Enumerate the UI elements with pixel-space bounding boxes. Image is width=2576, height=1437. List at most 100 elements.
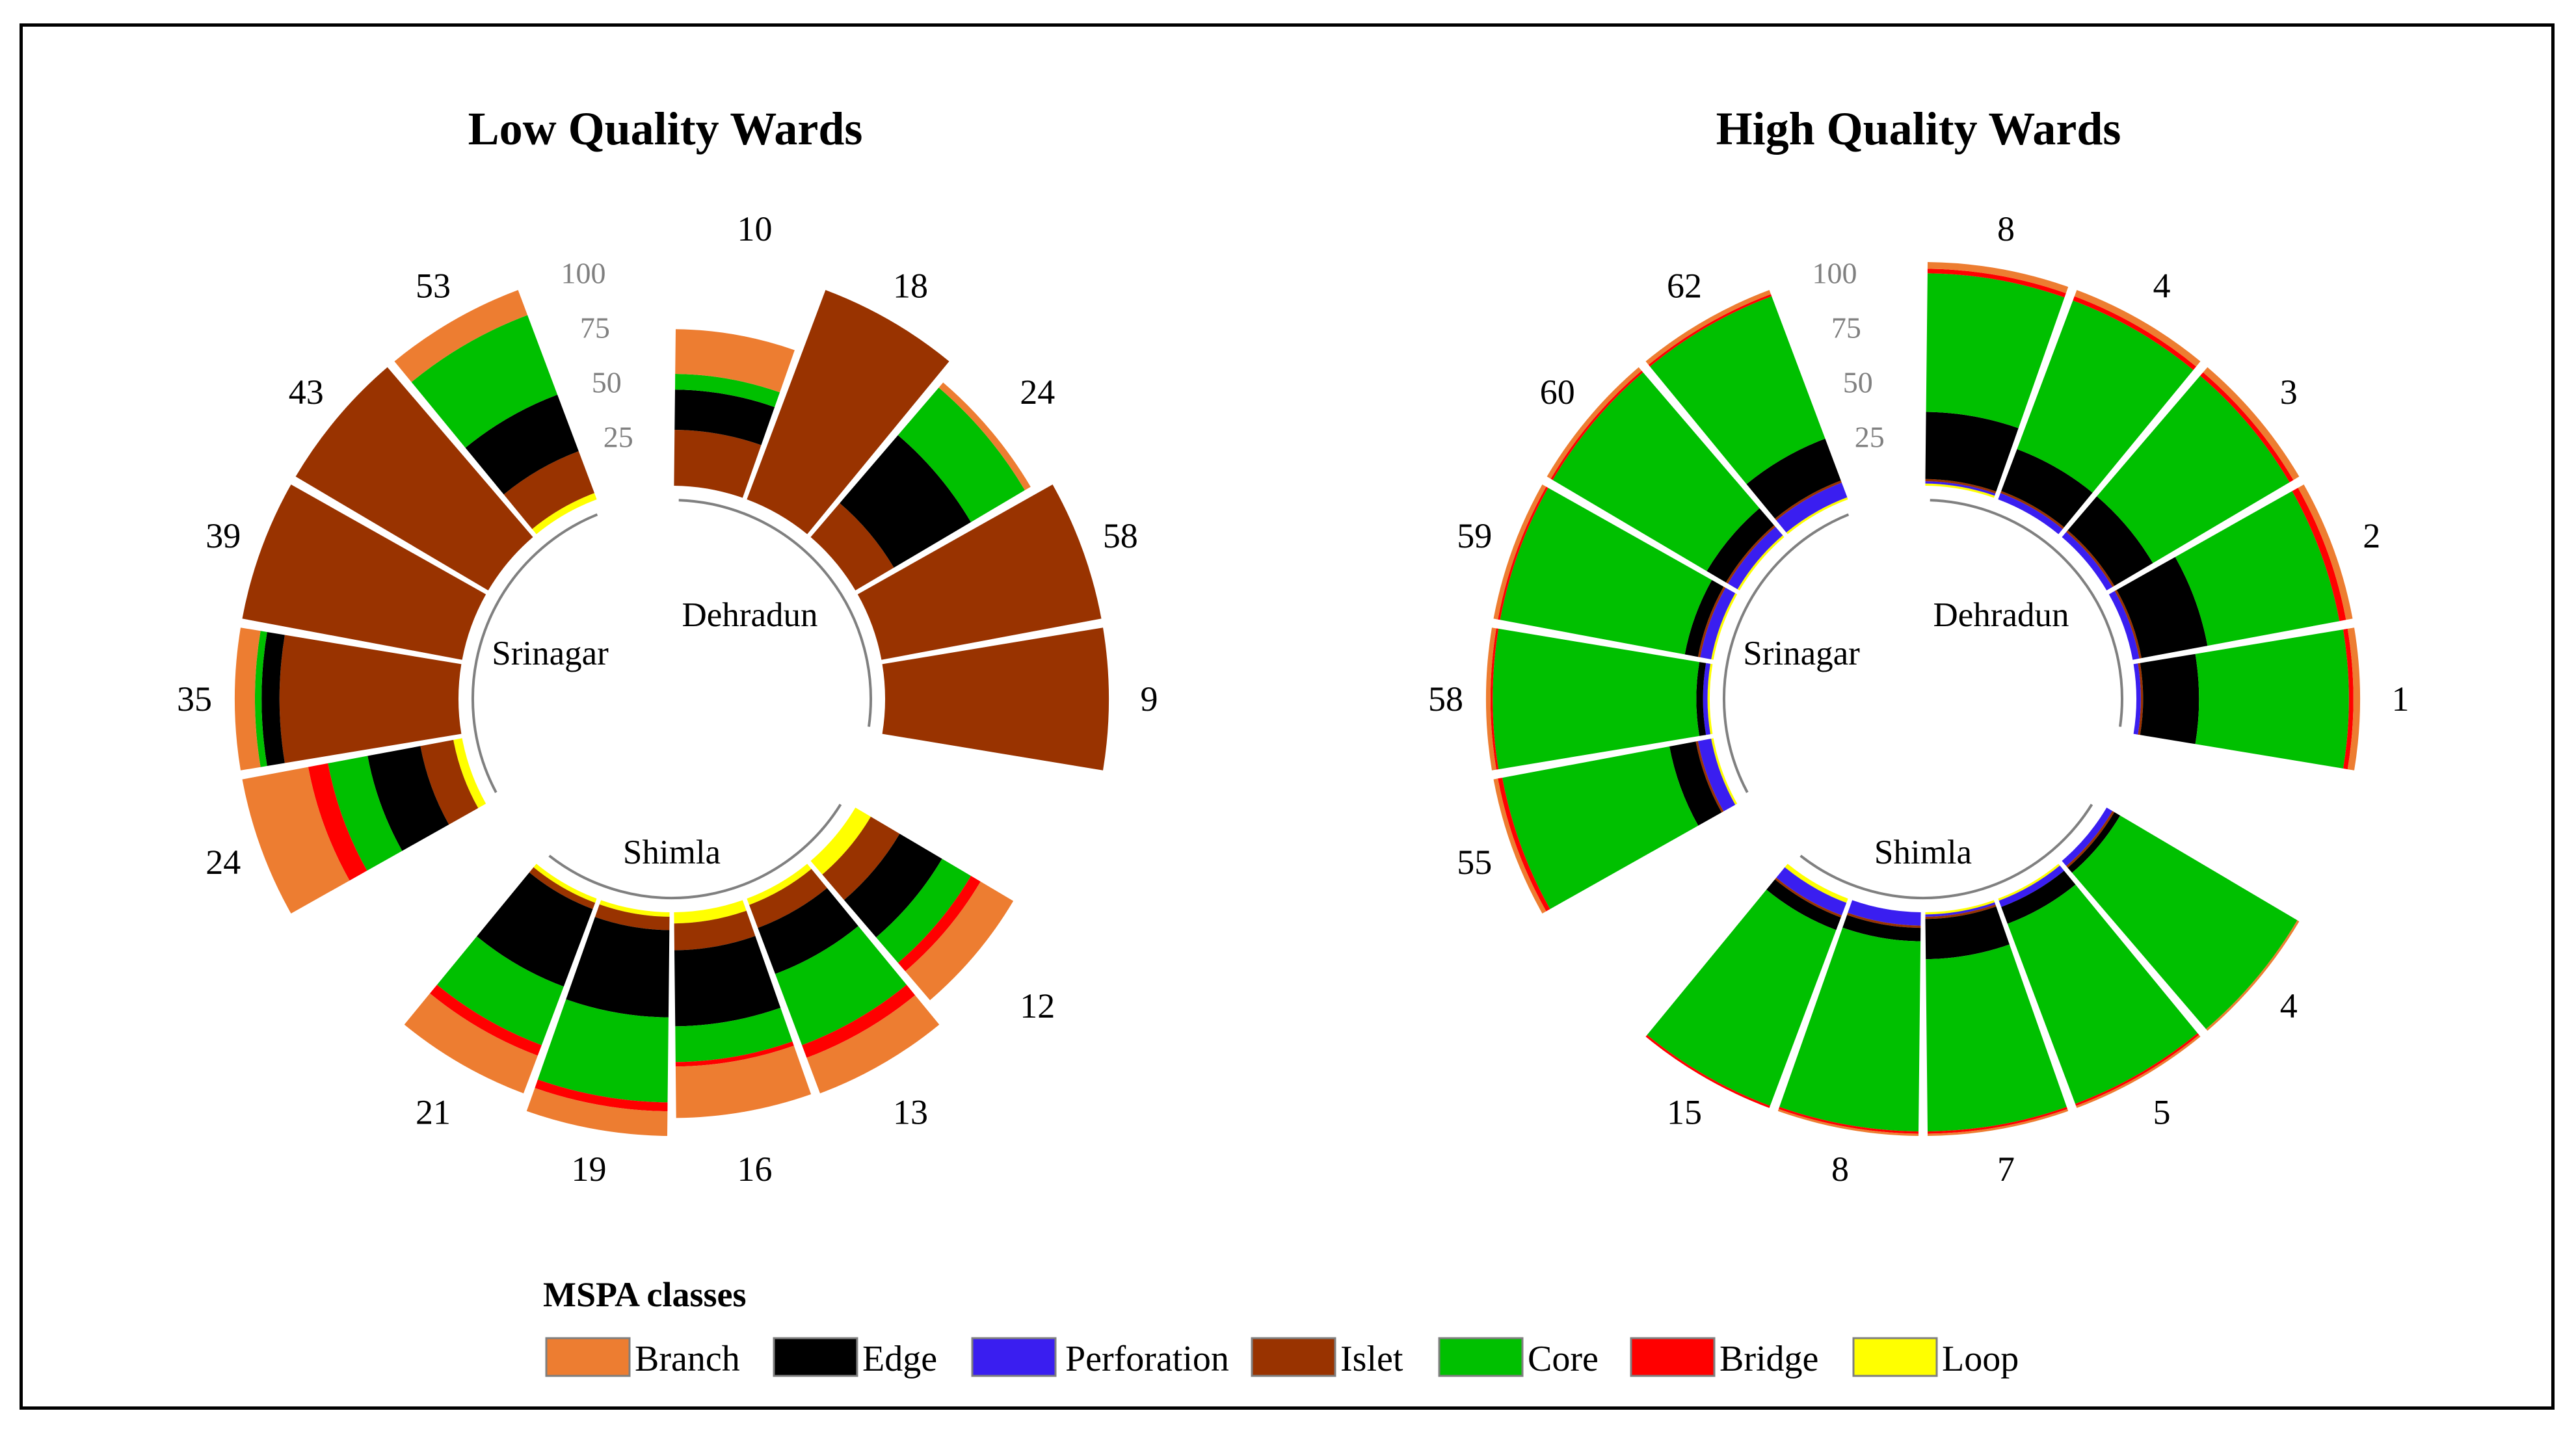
city-label-shimla: Shimla bbox=[1874, 834, 1972, 871]
bar-segment-branch bbox=[1645, 290, 1771, 365]
bar-segment-bridge bbox=[802, 984, 916, 1058]
chart-title-low: Low Quality Wards bbox=[468, 103, 863, 155]
bar-segment-islet bbox=[857, 484, 1102, 660]
bar-segment-perforation bbox=[1998, 865, 2064, 907]
bar-segment-edge bbox=[2140, 653, 2199, 745]
bar-segment-branch bbox=[2298, 484, 2353, 620]
bar-segment-core bbox=[1493, 628, 1699, 770]
bar-segment-edge bbox=[1842, 915, 1921, 942]
bar-segment-loop bbox=[532, 493, 597, 534]
bar-segment-branch bbox=[675, 329, 795, 393]
bar-segment-perforation bbox=[1925, 902, 1996, 917]
bar-segment-bridge bbox=[1490, 628, 1499, 770]
bar-segment-islet bbox=[822, 817, 900, 901]
bar-segment-core bbox=[2195, 629, 2349, 769]
radial-tick-label: 100 bbox=[561, 256, 606, 289]
bar-segment-edge bbox=[261, 632, 285, 766]
bar-segment-branch bbox=[2074, 290, 2201, 367]
bar-segment-edge bbox=[1706, 508, 1774, 583]
bar-segment-branch bbox=[394, 290, 528, 382]
bar-segment-bridge bbox=[2073, 296, 2196, 370]
bar-segment-bridge bbox=[430, 984, 542, 1056]
bar-segment-branch bbox=[1493, 484, 1547, 620]
city-label-srinagar: Srinagar bbox=[1743, 635, 1860, 672]
bar-segment-edge bbox=[1696, 662, 1706, 736]
bar-segment-bridge bbox=[308, 763, 367, 881]
city-label-dehradun: Dehradun bbox=[682, 596, 818, 634]
bar-segment-edge bbox=[1684, 580, 1724, 657]
bar-segment-islet bbox=[2000, 491, 2064, 529]
bar-segment-perforation bbox=[1697, 739, 1736, 811]
bar-segment-core bbox=[775, 926, 907, 1046]
radial-tick-label: 25 bbox=[604, 421, 633, 454]
bar-segment-islet bbox=[747, 290, 949, 534]
bar-segment-loop bbox=[1711, 593, 1738, 660]
chart-low-quality: 10 18 24 58 9 Dehradun 12 13 16 19 21 Shimla 24 35 39 4… bbox=[177, 209, 1158, 1189]
bar-segment-core bbox=[328, 756, 403, 871]
bar-segment-bridge bbox=[2292, 488, 2346, 622]
bar-segment-islet bbox=[1925, 479, 1997, 494]
legend-swatch-islet bbox=[1251, 1337, 1336, 1377]
legend-swatch-perforation bbox=[971, 1337, 1057, 1377]
ward-label: 5 bbox=[2153, 1093, 2171, 1132]
bar-segment-branch bbox=[526, 1088, 668, 1136]
bar-segment-bridge bbox=[535, 1079, 668, 1112]
bar-segment-perforation bbox=[1776, 482, 1848, 533]
bar-segment-islet bbox=[1775, 877, 1842, 917]
bar-segment-perforation bbox=[1776, 867, 1847, 916]
bar-segment-bridge bbox=[897, 876, 981, 971]
city-label-shimla: Shimla bbox=[623, 834, 721, 871]
ward-label: 7 bbox=[1997, 1150, 2015, 1189]
ward-label: 21 bbox=[416, 1093, 451, 1132]
legend-swatch-loop bbox=[1852, 1337, 1938, 1377]
bar-segment-branch bbox=[1927, 262, 2069, 293]
ward-label: 9 bbox=[1141, 679, 1158, 718]
radial-tick-label: 50 bbox=[1843, 366, 1873, 399]
ward-label: 58 bbox=[1428, 679, 1463, 718]
bar-segment-loop bbox=[1998, 864, 2060, 901]
bar-segment-core bbox=[675, 374, 780, 408]
bar-segment-core bbox=[897, 388, 1025, 522]
group-baseline-dehradun bbox=[1930, 499, 2123, 727]
legend: Branch Edge Perforation Islet Core Bridge Loop bbox=[545, 1337, 2019, 1379]
ward-label: 58 bbox=[1103, 516, 1138, 555]
bar-segment-edge bbox=[1925, 412, 2019, 492]
bar-segment-edge bbox=[477, 872, 593, 987]
bar-segment-islet bbox=[503, 451, 594, 529]
ward-label: 39 bbox=[206, 516, 241, 555]
bar-segment-core bbox=[2097, 375, 2290, 563]
bar-segment-loop bbox=[1925, 483, 1995, 498]
bar-segment-islet bbox=[1925, 904, 1997, 919]
bar-segment-islet bbox=[1697, 587, 1726, 657]
legend-label-core: Core bbox=[1528, 1339, 1599, 1379]
bar-segment-edge bbox=[2067, 496, 2153, 586]
bar-segment-core bbox=[876, 858, 971, 963]
bar-segment-edge bbox=[465, 395, 579, 495]
bar-segment-perforation bbox=[2062, 808, 2113, 866]
group-baseline-shimla bbox=[1799, 804, 2093, 899]
bar-segment-islet bbox=[2114, 590, 2142, 659]
bar-segment-edge bbox=[1766, 879, 1841, 930]
ward-label: 4 bbox=[2280, 986, 2298, 1025]
legend-label-edge: Edge bbox=[862, 1339, 937, 1379]
bar-segment-loop bbox=[1785, 864, 1848, 903]
bar-segment-loop bbox=[1711, 738, 1738, 805]
ward-label: 43 bbox=[289, 373, 324, 412]
bar-segment-loop bbox=[1925, 900, 1995, 915]
bar-segment-perforation bbox=[1925, 481, 1996, 496]
bar-segment-bridge bbox=[1927, 269, 2066, 298]
bar-segment-edge bbox=[1925, 906, 2010, 960]
bar-segment-edge bbox=[367, 746, 449, 851]
ward-label: 1 bbox=[2392, 679, 2410, 718]
legend-swatch-branch bbox=[545, 1337, 631, 1377]
legend-title: MSPA classes bbox=[543, 1275, 746, 1314]
ward-label: 3 bbox=[2280, 373, 2298, 412]
bar-segment-bridge bbox=[2200, 372, 2294, 482]
ward-label: 24 bbox=[1020, 373, 1055, 412]
ward-label: 62 bbox=[1667, 266, 1702, 305]
ward-label: 53 bbox=[416, 266, 451, 305]
bar-segment-loop bbox=[1737, 535, 1785, 590]
ward-label: 19 bbox=[572, 1150, 607, 1189]
bar-segment-core bbox=[1779, 927, 1921, 1132]
